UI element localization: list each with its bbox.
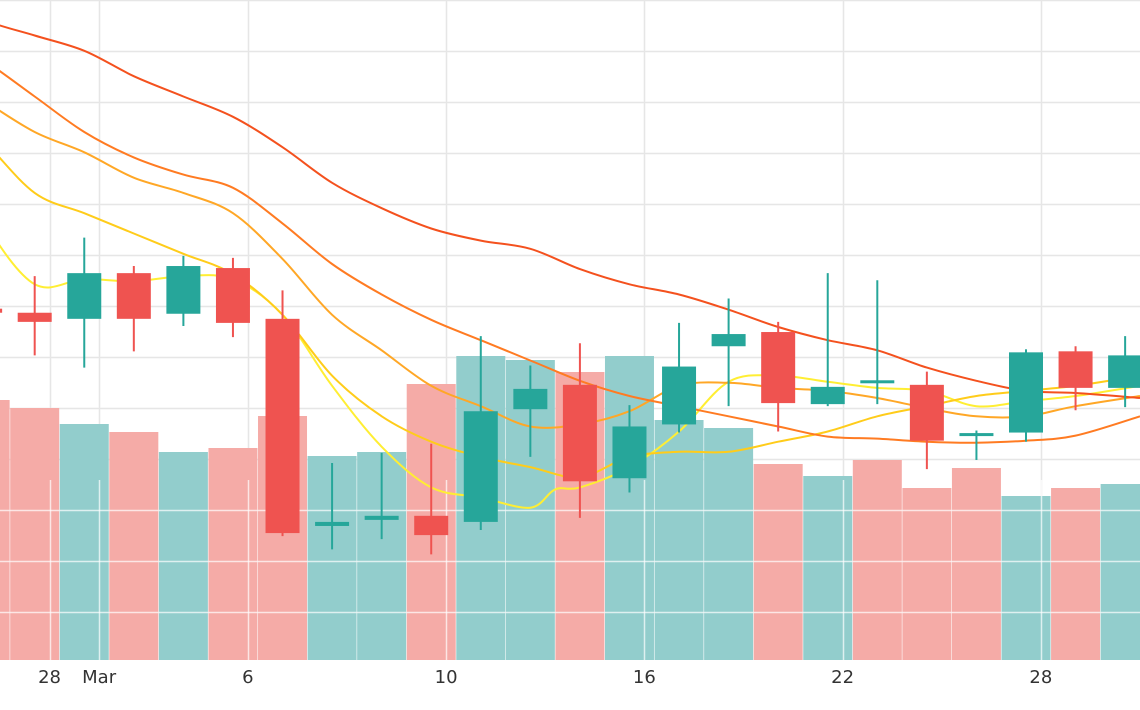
candle-body	[315, 521, 350, 526]
candle	[215, 257, 250, 338]
x-tick-label: 6	[242, 667, 253, 688]
candle	[860, 280, 895, 405]
candle-body	[414, 515, 449, 536]
candle-body	[116, 273, 151, 319]
candle-body	[17, 312, 52, 322]
candle-body	[67, 273, 102, 319]
candle-body	[463, 411, 498, 522]
candle	[166, 255, 201, 326]
candle-body	[562, 384, 597, 482]
candle-body	[810, 386, 845, 405]
candle	[711, 298, 746, 407]
volume-bar	[803, 476, 853, 660]
candle-body	[1108, 355, 1140, 388]
candle-body	[612, 426, 647, 479]
candle-body	[761, 332, 796, 404]
volume-bar	[951, 468, 1001, 660]
volume-bar	[59, 424, 109, 660]
x-axis-tick-labels: 28 Mar 6 10 16 22 28	[38, 667, 1052, 688]
candle-body	[959, 433, 994, 437]
volume-bar	[902, 488, 952, 660]
candle	[67, 237, 102, 368]
candle	[959, 430, 994, 460]
candle-body	[909, 384, 944, 441]
volume-bar	[1051, 488, 1101, 660]
volume-bar	[1001, 496, 1051, 660]
volume-bar	[158, 452, 208, 660]
candle-body	[860, 380, 895, 384]
volume-bar	[654, 420, 704, 660]
candle	[17, 276, 52, 356]
volume-bar	[208, 448, 258, 660]
candle-body	[0, 308, 3, 313]
candle	[513, 365, 548, 457]
volume-bar	[109, 432, 159, 660]
volume-bar	[704, 428, 754, 660]
candle-body	[215, 268, 250, 323]
candlesticks	[0, 237, 1140, 555]
candle	[414, 443, 449, 555]
candle	[612, 405, 647, 493]
candle	[1108, 336, 1140, 408]
candle	[1009, 349, 1043, 442]
candle	[810, 273, 845, 407]
candle	[909, 371, 944, 470]
x-tick-label: 28	[38, 667, 61, 688]
volume-bar	[0, 400, 10, 660]
volume-bar	[1100, 484, 1140, 660]
x-tick-label: Mar	[82, 667, 117, 688]
candle-body	[662, 366, 697, 425]
candle-body	[1058, 351, 1093, 388]
candle	[1058, 346, 1093, 411]
candle-body	[711, 334, 746, 347]
x-tick-label: 10	[435, 667, 458, 688]
candle-body	[513, 388, 548, 410]
x-tick-label: 28	[1029, 667, 1052, 688]
candle-body	[1009, 352, 1043, 433]
candle	[265, 290, 300, 537]
candle	[463, 336, 498, 531]
volume-bar	[852, 460, 902, 660]
candle-body	[364, 515, 399, 520]
x-tick-label: 16	[633, 667, 656, 688]
candle	[364, 452, 399, 540]
candle-body	[166, 266, 201, 314]
candle	[662, 322, 697, 433]
candle-body	[265, 318, 300, 534]
candle	[315, 463, 350, 550]
x-tick-label: 22	[831, 667, 854, 688]
candle	[0, 308, 3, 313]
candle	[562, 343, 597, 518]
candle	[116, 266, 151, 352]
volume-bar	[10, 408, 60, 660]
candle	[761, 321, 796, 432]
gridline-overlay	[0, 480, 1140, 660]
moving-average-line	[0, 24, 1140, 399]
